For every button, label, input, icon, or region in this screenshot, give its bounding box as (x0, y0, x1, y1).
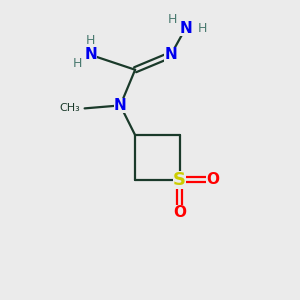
Text: N: N (84, 47, 97, 62)
Text: N: N (179, 21, 192, 36)
Text: H: H (168, 13, 177, 26)
Text: O: O (206, 172, 219, 187)
Text: H: H (86, 34, 95, 46)
Text: H: H (73, 57, 82, 70)
Text: CH₃: CH₃ (59, 103, 80, 113)
Text: O: O (173, 205, 186, 220)
Text: H: H (197, 22, 207, 34)
Text: N: N (164, 47, 177, 62)
Text: N: N (114, 98, 127, 113)
Text: S: S (173, 171, 186, 189)
